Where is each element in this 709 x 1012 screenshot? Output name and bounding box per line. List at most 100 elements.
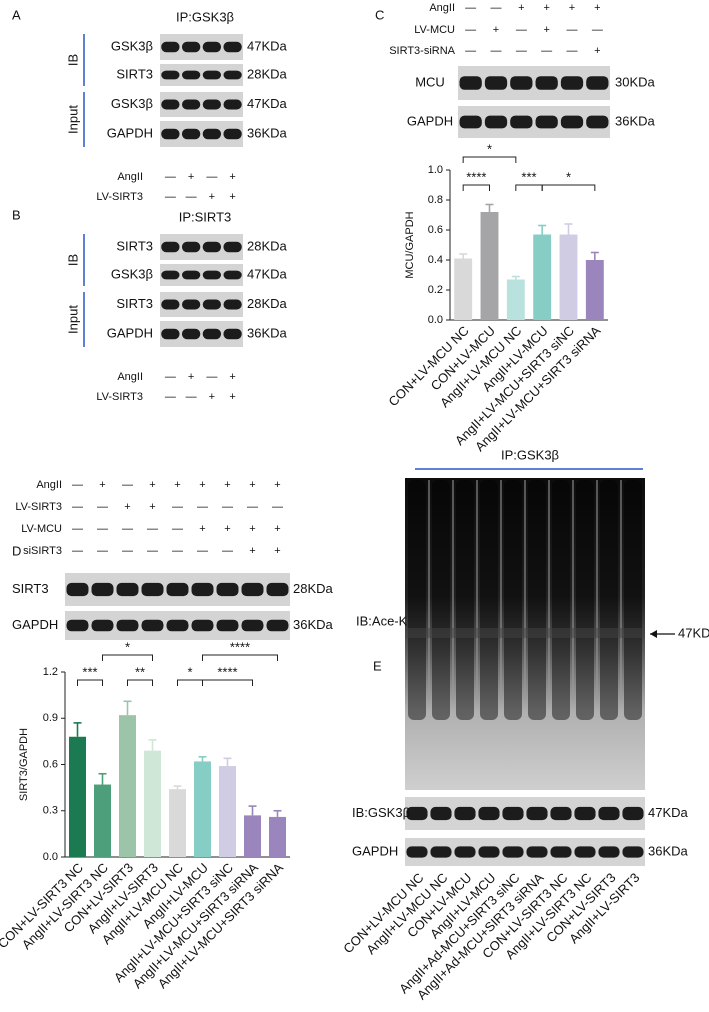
significance-bracket xyxy=(127,679,153,686)
bar xyxy=(144,750,161,857)
treatment-sign: + xyxy=(224,479,230,491)
y-tick-label: 0.8 xyxy=(428,194,443,206)
band xyxy=(161,99,180,110)
lane-smear xyxy=(432,480,450,720)
blot-strip xyxy=(160,264,243,286)
band xyxy=(202,41,222,53)
y-tick-label: 0.4 xyxy=(428,254,443,266)
treatment-sign: — xyxy=(122,523,133,535)
treatment-sign: + xyxy=(543,2,549,14)
treatment-sign: — xyxy=(567,45,578,57)
band xyxy=(550,846,572,858)
treatment-sign: + xyxy=(149,479,155,491)
y-tick-label: 0.6 xyxy=(428,224,443,236)
band xyxy=(161,299,180,310)
y-tick-label: 1.0 xyxy=(428,164,443,176)
band xyxy=(484,76,508,90)
treatment-sign: + xyxy=(229,171,235,183)
treatment-sign: — xyxy=(592,24,603,36)
treatment-name: LV-MCU xyxy=(21,523,62,535)
y-tick-label: 0.0 xyxy=(428,314,443,326)
size-label: 30KDa xyxy=(615,74,656,89)
treatment-sign: — xyxy=(172,545,183,557)
band xyxy=(181,99,201,110)
band xyxy=(478,806,500,821)
protein-label: GAPDH xyxy=(352,843,398,858)
band xyxy=(502,846,524,858)
treatment-sign: + xyxy=(199,479,205,491)
band xyxy=(116,619,139,632)
band xyxy=(526,806,548,821)
band xyxy=(478,846,500,858)
size-label: 47KDa xyxy=(247,38,288,53)
band xyxy=(202,128,222,140)
significance-bracket xyxy=(202,654,278,661)
band xyxy=(586,115,609,129)
treatment-sign: — xyxy=(541,45,552,57)
band xyxy=(459,76,482,90)
band xyxy=(406,846,428,858)
treatment-sign: — xyxy=(516,45,527,57)
bar xyxy=(194,761,211,857)
group-label: Input xyxy=(65,305,80,334)
significance-bracket xyxy=(541,184,596,191)
treatment-sign: — xyxy=(122,545,133,557)
band xyxy=(223,128,242,140)
band xyxy=(91,582,114,597)
band xyxy=(202,241,222,253)
band xyxy=(161,70,180,80)
band xyxy=(91,619,114,632)
band xyxy=(454,846,476,858)
treatment-sign: + xyxy=(209,191,215,203)
band xyxy=(223,99,242,110)
size-label: 36KDa xyxy=(247,125,288,140)
band xyxy=(181,70,201,80)
protein-label: SIRT3 xyxy=(116,296,153,311)
treatment-sign: — xyxy=(465,45,476,57)
bar xyxy=(119,715,136,857)
band xyxy=(430,806,452,821)
band xyxy=(191,619,214,632)
treatment-sign: — xyxy=(465,24,476,36)
band xyxy=(223,41,242,53)
lane-smear xyxy=(504,480,522,720)
treatment-sign: — xyxy=(147,523,158,535)
size-label: 28KDa xyxy=(293,581,334,596)
band xyxy=(181,41,201,53)
band xyxy=(141,582,164,597)
treatment-sign: — xyxy=(165,191,176,203)
treatment-sign: + xyxy=(274,479,280,491)
protein-label: SIRT3 xyxy=(116,238,153,253)
treatment-sign: — xyxy=(172,523,183,535)
treatment-sign: — xyxy=(272,501,283,513)
band xyxy=(535,76,558,90)
bar xyxy=(269,816,286,857)
treatment-sign: + xyxy=(229,191,235,203)
treatment-sign: — xyxy=(186,391,197,403)
band xyxy=(535,115,558,129)
lane-smear xyxy=(600,480,618,720)
protein-label: GAPDH xyxy=(407,113,453,128)
band xyxy=(161,128,180,140)
band xyxy=(622,806,644,821)
band xyxy=(181,128,201,140)
size-label: 36KDa xyxy=(247,325,288,340)
bar xyxy=(244,815,261,857)
bar xyxy=(559,234,578,320)
band xyxy=(166,619,189,632)
protein-label: GSK3β xyxy=(111,96,153,111)
treatment-name: AngII xyxy=(36,479,62,491)
band xyxy=(202,270,222,280)
treatment-sign: — xyxy=(491,45,502,57)
group-label: IB xyxy=(65,254,80,266)
band xyxy=(181,270,201,280)
treatment-sign: — xyxy=(206,371,217,383)
blot-strip xyxy=(458,106,610,138)
y-tick-label: 0.3 xyxy=(43,805,58,817)
bar xyxy=(506,279,525,320)
size-label: 47KDa xyxy=(247,96,288,111)
band xyxy=(66,619,89,632)
band xyxy=(510,115,533,129)
treatment-sign: — xyxy=(147,545,158,557)
significance-label: * xyxy=(487,141,492,156)
